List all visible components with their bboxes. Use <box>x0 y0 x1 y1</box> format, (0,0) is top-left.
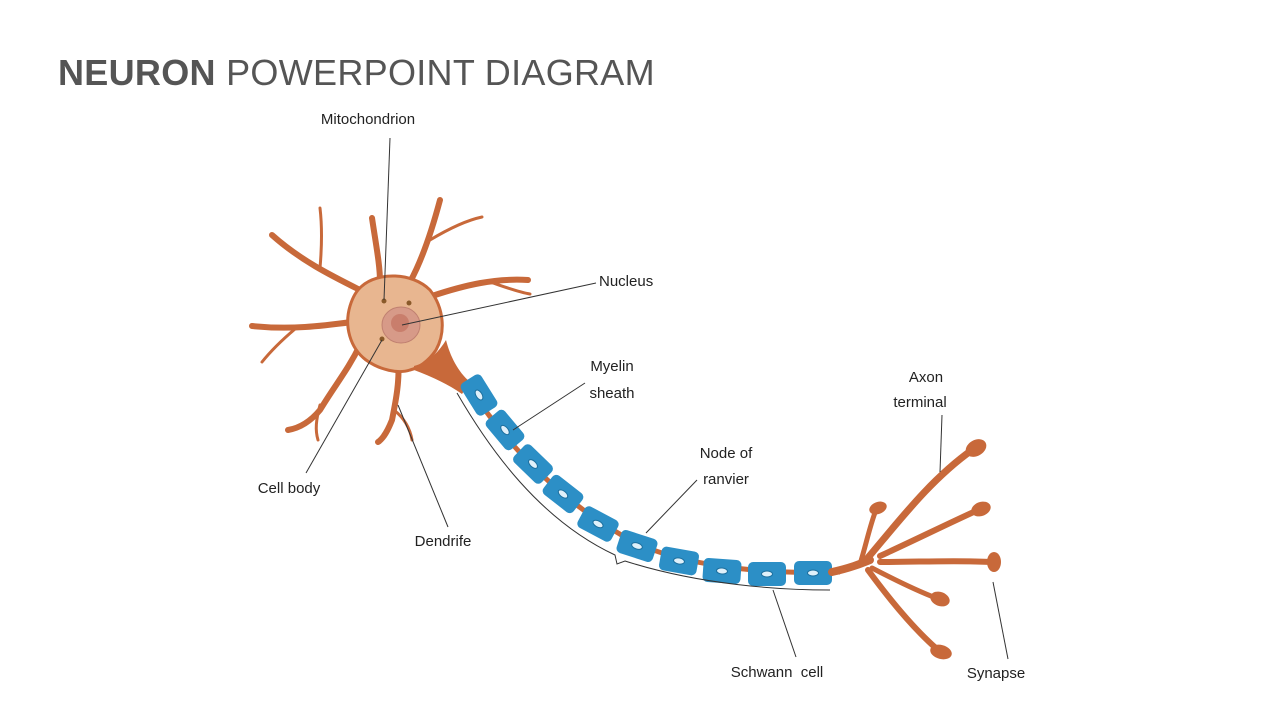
label-dendrite: Dendrife <box>415 533 472 550</box>
label-synapse: Synapse <box>967 665 1025 682</box>
schwann-nucleus <box>716 568 727 575</box>
mitochondrion-dot <box>407 301 412 306</box>
dendrite-right <box>432 280 528 296</box>
dendrite-top <box>372 218 380 282</box>
dendrite-right-branch <box>490 282 530 294</box>
dendrite-top-right <box>410 200 440 282</box>
synaptic-knob <box>928 589 952 609</box>
label-axon-line2: terminal <box>893 394 946 411</box>
terminal-branch <box>872 568 936 598</box>
label-nucleus: Nucleus <box>599 273 653 290</box>
leader-node <box>646 480 697 533</box>
axon-terminal <box>832 450 992 650</box>
leader-schwann <box>773 590 796 657</box>
dendrite-top-right-branch <box>430 217 482 240</box>
synaptic-knobs <box>867 436 1001 662</box>
dendrite-left <box>252 322 352 328</box>
leader-dendrite <box>398 405 448 527</box>
synaptic-knob <box>987 552 1001 572</box>
nucleolus <box>391 314 409 332</box>
dendrite-upper-left-branch <box>320 208 322 268</box>
dendrite-left-branch <box>262 329 295 362</box>
dendrite-bottom-branch <box>394 410 412 440</box>
leader-myelin <box>513 383 585 430</box>
schwann-nucleus <box>808 570 819 576</box>
synaptic-knob <box>867 499 888 516</box>
label-node-line1: Node of <box>700 445 753 462</box>
schwann-nucleus <box>762 571 773 577</box>
leader-axon-terminal <box>940 415 942 472</box>
leader-synapse <box>993 582 1008 659</box>
dendrite-upper-left <box>272 235 360 290</box>
label-axon-line1: Axon <box>909 369 943 386</box>
label-schwann-cell: Schwann cell <box>731 664 824 681</box>
label-cell-body: Cell body <box>258 480 321 497</box>
label-mitochondrion: Mitochondrion <box>321 111 415 128</box>
label-node-line2: ranvier <box>703 471 749 488</box>
label-myelin-line2: sheath <box>589 385 634 402</box>
terminal-branch <box>880 561 992 562</box>
label-myelin-line1: Myelin <box>590 358 633 375</box>
dendrite-lower-left <box>288 345 360 430</box>
leader-cell-body <box>306 340 382 473</box>
synaptic-knob <box>969 499 993 519</box>
terminal-branch <box>880 510 978 556</box>
myelin-sheath <box>459 373 832 586</box>
